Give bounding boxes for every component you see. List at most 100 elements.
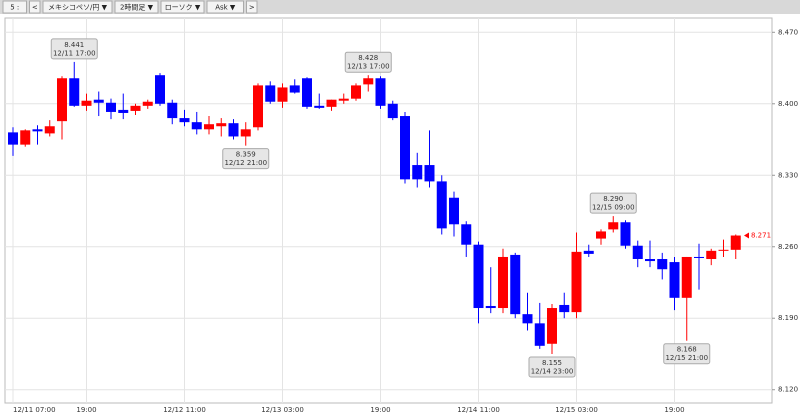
- annotation-price: 8.359: [236, 151, 256, 159]
- annotation-price: 8.441: [64, 41, 84, 49]
- grid: 8.120 8.190 8.260 8.330 8.400 8.470 12/11 07:0…: [5, 18, 798, 414]
- candles: [8, 61, 741, 354]
- candle-body: [400, 116, 410, 180]
- candle-body: [510, 254, 521, 315]
- candle-body: [191, 122, 202, 130]
- candle-body: [632, 245, 643, 260]
- candle-body: [681, 256, 692, 298]
- toolbar-button[interactable]: [29, 0, 41, 14]
- candle-body: [155, 75, 165, 104]
- annotation-box: [528, 356, 576, 378]
- x-tick-label: 12/12 11:00: [163, 406, 206, 414]
- candle-body: [167, 102, 178, 119]
- candle-body: [473, 244, 484, 309]
- annotation-box: [344, 51, 392, 73]
- x-tick-label: 12/14 11:00: [457, 406, 500, 414]
- candle-body: [69, 78, 80, 106]
- candle-body: [375, 78, 386, 106]
- annotation-time: 12/14 23:00: [531, 367, 574, 375]
- toolbar-button[interactable]: [206, 0, 244, 14]
- annotation-time: 12/13 17:00: [347, 63, 390, 71]
- y-tick-label: 8.470: [778, 28, 798, 36]
- plot-frame: [4, 17, 773, 404]
- candle-body: [596, 231, 606, 239]
- candle-body: [81, 100, 92, 106]
- candle-body: [302, 78, 312, 107]
- candle-body: [118, 109, 129, 113]
- candle-body: [253, 85, 263, 128]
- y-tick-label: 8.330: [778, 171, 798, 179]
- y-tick-label: 8.400: [778, 100, 798, 108]
- candle-body: [534, 323, 545, 346]
- toolbar-button[interactable]: [2, 0, 27, 14]
- candle-body: [265, 85, 276, 102]
- annotation-price: 8.168: [677, 346, 697, 354]
- candle-body: [93, 99, 104, 103]
- candle-body: [706, 250, 717, 260]
- candle-body: [216, 123, 227, 127]
- last-price-marker: [744, 232, 749, 239]
- y-tick-label: 8.190: [778, 314, 798, 322]
- annotation-box: [50, 38, 98, 60]
- candle-body: [645, 259, 655, 262]
- x-tick-label: 12/11 07:00: [13, 406, 56, 414]
- candle-body: [228, 123, 239, 137]
- candle-body: [412, 165, 423, 180]
- candle-body: [424, 165, 435, 182]
- toolbar-label[interactable]: Ask ▼: [215, 4, 236, 12]
- candle-body: [338, 98, 349, 101]
- x-tick-label: 19:00: [76, 406, 96, 414]
- candle-body: [498, 256, 508, 309]
- candle-body: [730, 235, 741, 250]
- toolbar-button[interactable]: [160, 0, 205, 14]
- candle-body: [387, 103, 398, 119]
- candle-body: [240, 129, 251, 137]
- candle-body: [106, 102, 116, 112]
- candle-body: [57, 78, 67, 122]
- toolbar-label[interactable]: ローソク ▼: [165, 4, 201, 12]
- annotation-time: 12/15 09:00: [592, 204, 635, 212]
- toolbar-label[interactable]: 2時間足 ▼: [120, 4, 154, 12]
- annotation-box: [222, 148, 270, 170]
- toolbar-label[interactable]: <: [32, 4, 38, 12]
- candle-body: [559, 304, 570, 313]
- candle-body: [326, 99, 337, 107]
- candle-body: [669, 262, 680, 298]
- candle-body: [522, 314, 533, 324]
- y-tick-label: 8.260: [778, 243, 798, 251]
- annotation-price: 8.155: [542, 359, 562, 367]
- toolbar: 5 : < メキシコペソ/円 ▼ 2時間足 ▼ ローソク ▼ Ask ▼ >: [2, 0, 258, 14]
- toolbar-label[interactable]: メキシコペソ/円 ▼: [48, 4, 108, 12]
- annotation-time: 12/11 17:00: [53, 49, 96, 57]
- candle-body: [8, 132, 18, 145]
- candle-body: [449, 197, 459, 225]
- annotation-price: 8.428: [358, 54, 378, 62]
- annotation-box: [589, 192, 637, 214]
- toolbar-button[interactable]: [246, 0, 258, 14]
- x-tick-label: 19:00: [664, 406, 684, 414]
- toolbar-label[interactable]: 5 :: [10, 4, 19, 12]
- candle-body: [277, 87, 288, 102]
- candle-body: [142, 101, 153, 106]
- candle-body: [204, 124, 214, 130]
- annotation-price: 8.290: [603, 195, 623, 203]
- x-tick-label: 19:00: [370, 406, 390, 414]
- candle-body: [657, 259, 668, 270]
- y-tick-label: 8.120: [778, 386, 798, 394]
- candle-body: [436, 181, 447, 229]
- annotation-box: [663, 343, 711, 365]
- toolbar-button[interactable]: [42, 0, 113, 14]
- candle-body: [130, 105, 141, 111]
- candle-body: [351, 85, 361, 99]
- candle-body: [32, 129, 43, 132]
- annotation-time: 12/12 21:00: [224, 159, 267, 167]
- candle-body: [363, 78, 374, 85]
- toolbar-label[interactable]: >: [249, 4, 255, 12]
- toolbar-button[interactable]: [114, 0, 159, 14]
- candle-body: [608, 222, 619, 230]
- candle-body: [179, 118, 190, 123]
- candle-body: [20, 130, 31, 145]
- candle-body: [694, 256, 704, 258]
